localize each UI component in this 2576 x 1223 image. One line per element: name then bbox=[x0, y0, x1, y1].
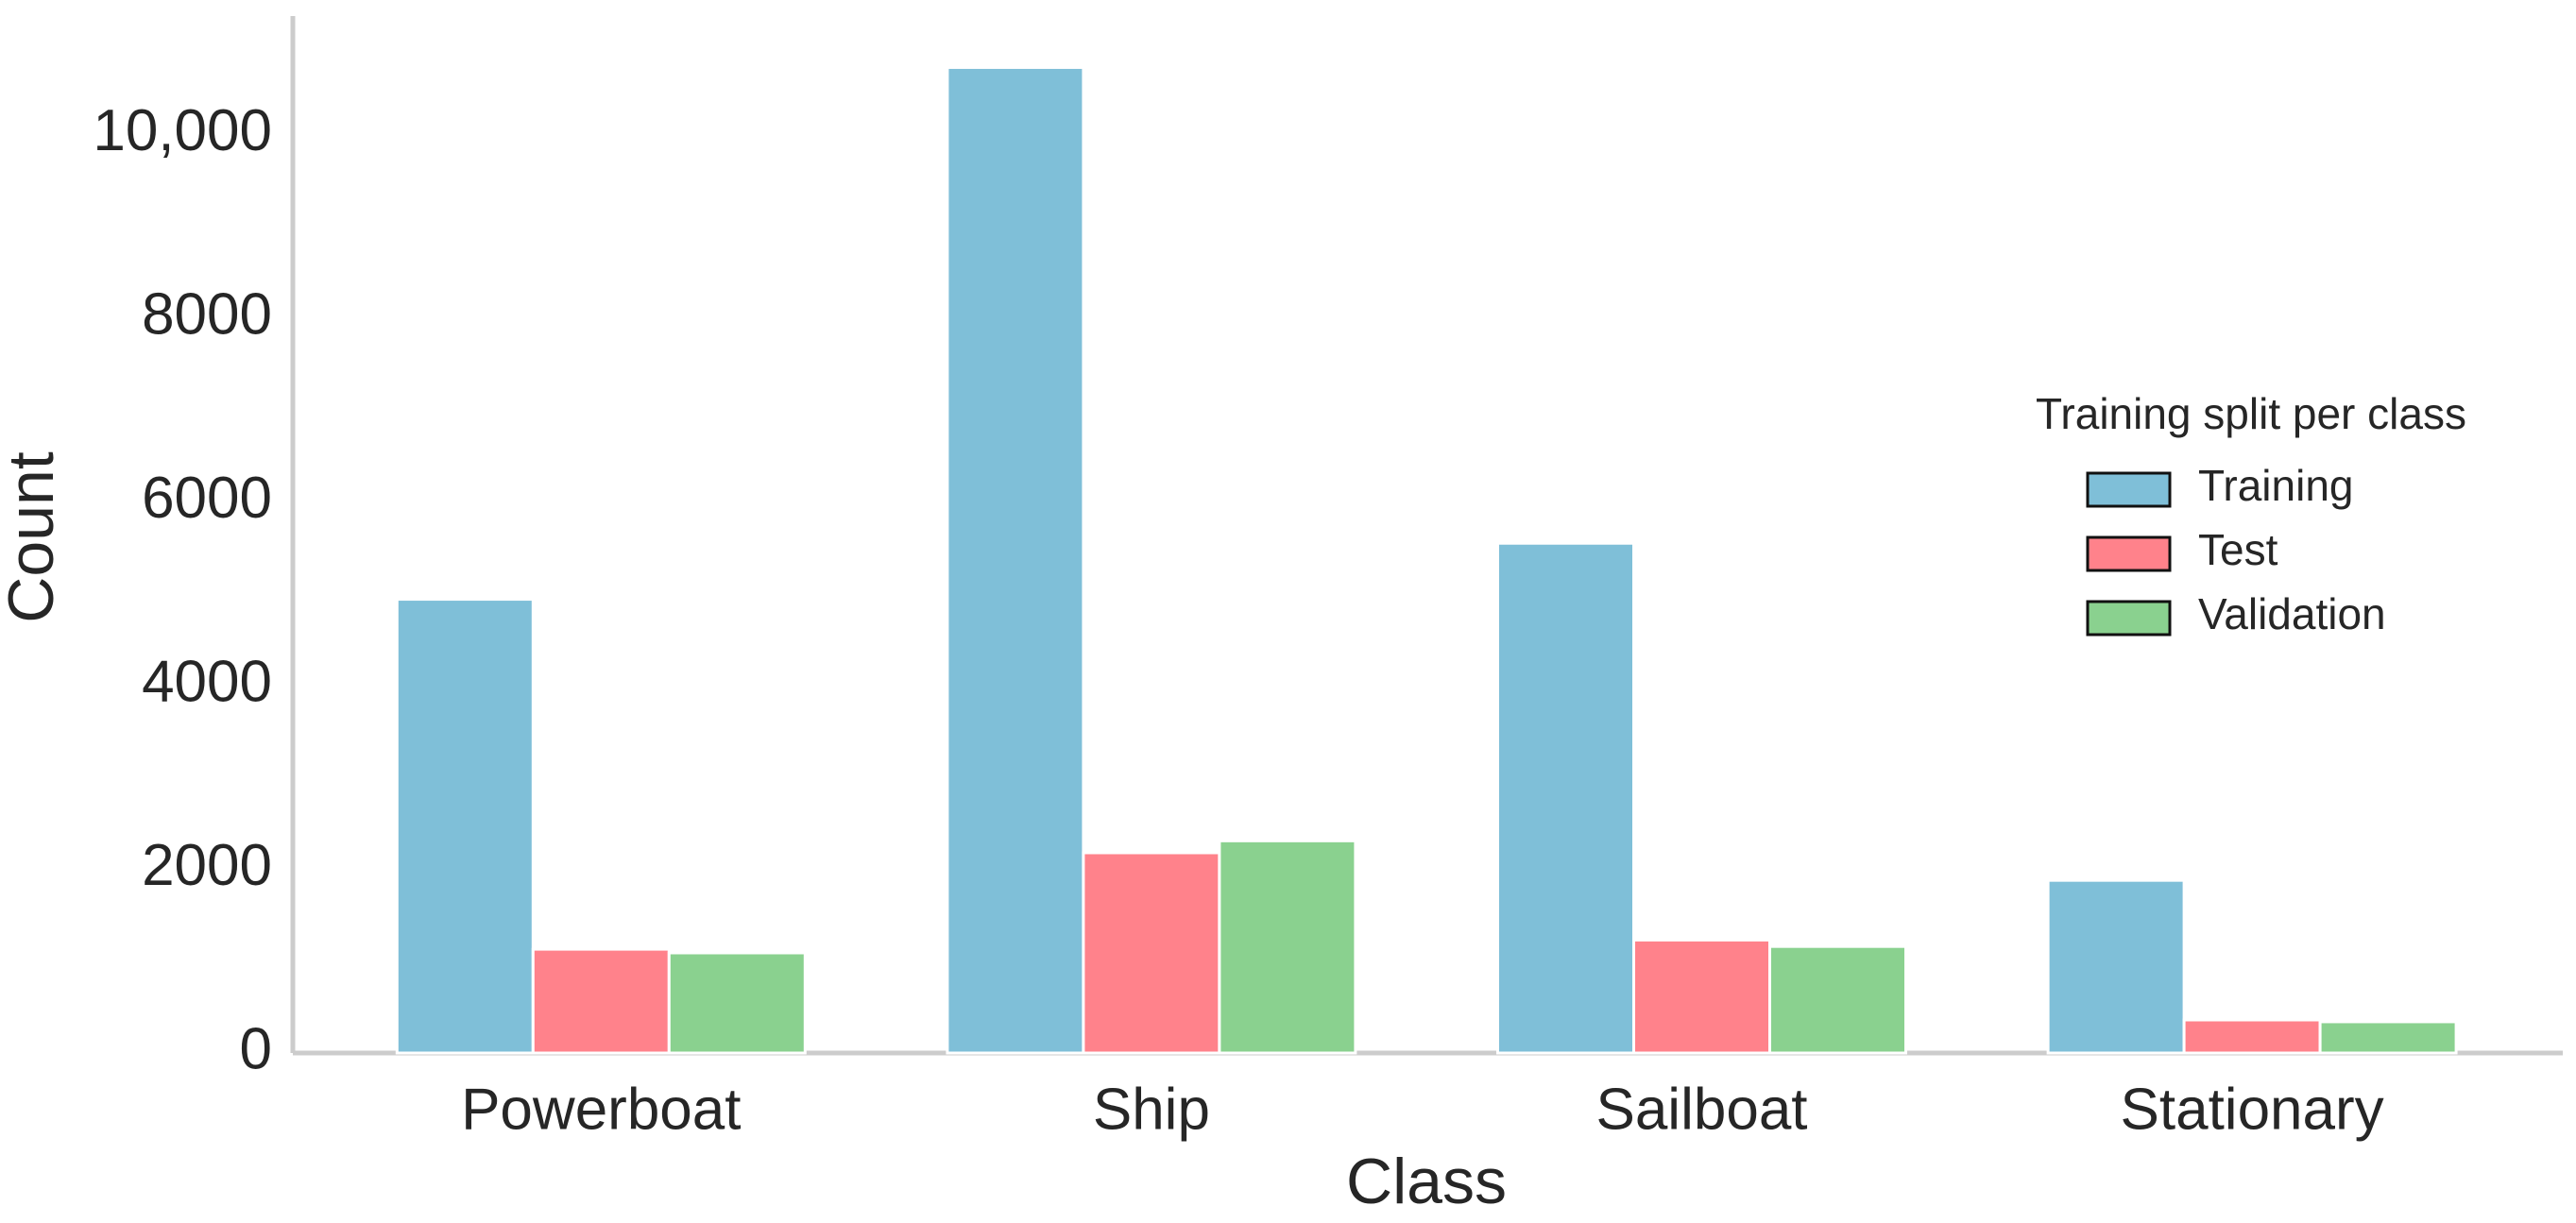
legend-label: Training bbox=[2198, 461, 2353, 510]
x-tick-label: Sailboat bbox=[1595, 1077, 1807, 1142]
x-axis-label: Class bbox=[1346, 1146, 1507, 1217]
legend-swatch bbox=[2086, 535, 2172, 572]
bar bbox=[2046, 878, 2186, 1055]
x-tick-label: Stationary bbox=[2121, 1077, 2384, 1142]
legend-swatch bbox=[2086, 600, 2172, 637]
bar bbox=[1632, 938, 1771, 1055]
y-tick-label: 2000 bbox=[142, 833, 272, 898]
y-tick-label: 8000 bbox=[142, 281, 272, 347]
bar bbox=[1218, 839, 1357, 1055]
legend-swatch bbox=[2086, 471, 2172, 508]
bar bbox=[1496, 541, 1635, 1055]
bar bbox=[531, 947, 671, 1055]
y-tick-label: 0 bbox=[240, 1016, 272, 1081]
legend-title: Training split per class bbox=[2036, 389, 2466, 438]
bar bbox=[946, 65, 1085, 1055]
legend-label: Validation bbox=[2198, 589, 2386, 638]
y-axis-label: Count bbox=[0, 451, 67, 623]
x-tick-label: Powerboat bbox=[461, 1077, 741, 1142]
y-tick-label: 6000 bbox=[142, 466, 272, 531]
y-tick-label: 4000 bbox=[142, 649, 272, 714]
y-tick-label: 10,000 bbox=[93, 98, 272, 163]
bar bbox=[395, 598, 535, 1055]
bar bbox=[667, 951, 807, 1055]
bar bbox=[1768, 944, 1907, 1055]
bar bbox=[2182, 1018, 2322, 1055]
x-tick-label: Ship bbox=[1093, 1077, 1210, 1142]
bar bbox=[2318, 1020, 2458, 1055]
legend-label: Test bbox=[2198, 525, 2278, 574]
bar bbox=[1082, 851, 1221, 1055]
